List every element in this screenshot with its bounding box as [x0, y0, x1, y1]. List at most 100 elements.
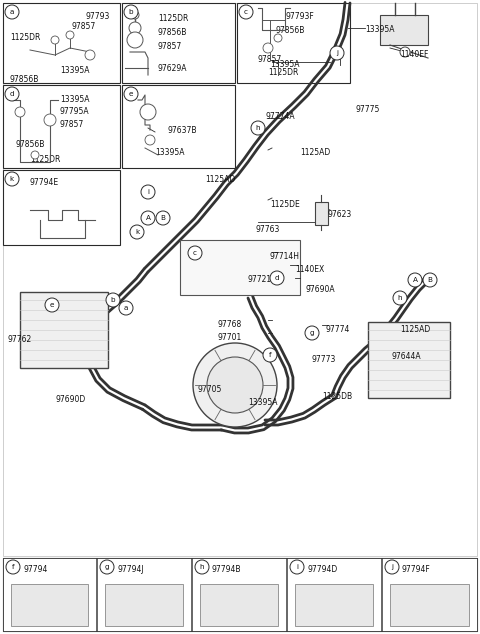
Text: 97793: 97793 — [85, 12, 109, 21]
Text: 1140EF: 1140EF — [400, 50, 428, 59]
Text: 97773: 97773 — [312, 355, 336, 364]
Bar — [11, 583, 88, 626]
Text: 97856B: 97856B — [15, 140, 44, 149]
Text: 97774A: 97774A — [265, 112, 295, 121]
Circle shape — [193, 343, 277, 427]
Circle shape — [131, 11, 139, 19]
Text: h: h — [256, 125, 260, 131]
Bar — [380, 15, 428, 45]
Text: d: d — [10, 91, 14, 97]
Text: b: b — [129, 9, 133, 15]
Text: 1125DR: 1125DR — [158, 14, 188, 23]
Text: 13395A: 13395A — [365, 25, 395, 34]
Circle shape — [305, 326, 319, 340]
Text: 97762: 97762 — [8, 335, 32, 344]
Bar — [3, 558, 96, 631]
Circle shape — [6, 560, 20, 574]
Text: f: f — [269, 352, 271, 358]
Circle shape — [45, 298, 59, 312]
Text: 97644A: 97644A — [392, 352, 421, 361]
Circle shape — [51, 36, 59, 44]
Text: 1125DR: 1125DR — [30, 155, 60, 164]
Bar — [295, 583, 373, 626]
Text: 1140EX: 1140EX — [295, 265, 324, 274]
Text: c: c — [193, 250, 197, 256]
Text: B: B — [160, 215, 166, 221]
Text: 97714H: 97714H — [270, 252, 300, 261]
Circle shape — [239, 5, 253, 19]
Circle shape — [130, 225, 144, 239]
Text: 97794E: 97794E — [30, 178, 59, 187]
Circle shape — [31, 151, 39, 159]
Text: 1125DR: 1125DR — [10, 33, 40, 42]
Circle shape — [263, 348, 277, 362]
Text: A: A — [145, 215, 151, 221]
Circle shape — [15, 107, 25, 117]
Circle shape — [5, 87, 19, 101]
Text: 13395A: 13395A — [60, 66, 89, 75]
Circle shape — [393, 291, 407, 305]
Text: B: B — [428, 277, 432, 283]
Circle shape — [124, 87, 138, 101]
Text: 97701: 97701 — [218, 333, 242, 342]
Text: 97768: 97768 — [218, 320, 242, 329]
Bar — [3, 3, 120, 83]
Text: 97774: 97774 — [325, 325, 349, 334]
Bar — [122, 85, 235, 168]
Text: 1125DB: 1125DB — [322, 392, 352, 401]
Text: 97705: 97705 — [198, 385, 222, 394]
Text: 97793F: 97793F — [285, 12, 314, 21]
Circle shape — [270, 271, 284, 285]
Bar — [192, 558, 286, 631]
Text: 97794F: 97794F — [402, 565, 431, 574]
Text: 97856B: 97856B — [275, 26, 304, 35]
Text: 13395A: 13395A — [270, 60, 300, 69]
Text: 13395A: 13395A — [60, 95, 89, 104]
Text: 1125AD: 1125AD — [400, 325, 430, 334]
Text: e: e — [129, 91, 133, 97]
Text: 1125DR: 1125DR — [268, 68, 299, 77]
Circle shape — [195, 560, 209, 574]
Circle shape — [408, 273, 422, 287]
Text: 97721B: 97721B — [247, 275, 276, 284]
Circle shape — [400, 47, 410, 57]
Bar — [390, 583, 469, 626]
Circle shape — [290, 560, 304, 574]
Circle shape — [66, 31, 74, 39]
Text: 1125DE: 1125DE — [270, 200, 300, 209]
Text: g: g — [310, 330, 314, 336]
Circle shape — [140, 104, 156, 120]
Circle shape — [207, 357, 263, 413]
Bar — [200, 583, 278, 626]
Text: 97857: 97857 — [258, 55, 282, 64]
Text: a: a — [124, 305, 128, 311]
Text: 97794: 97794 — [23, 565, 48, 574]
Text: 97763: 97763 — [255, 225, 279, 234]
Bar — [20, 292, 108, 368]
Text: i: i — [147, 189, 149, 195]
Circle shape — [423, 273, 437, 287]
Text: 97794D: 97794D — [307, 565, 337, 574]
Text: 97795A: 97795A — [60, 107, 90, 116]
Circle shape — [124, 5, 138, 19]
Circle shape — [145, 135, 155, 145]
Text: j: j — [391, 564, 393, 570]
Text: 97856B: 97856B — [158, 28, 187, 37]
Text: 97857: 97857 — [158, 42, 182, 51]
Circle shape — [274, 34, 282, 42]
Bar — [3, 170, 120, 245]
Text: 97623: 97623 — [328, 210, 352, 219]
Text: 1125AD: 1125AD — [300, 148, 330, 157]
Circle shape — [85, 50, 95, 60]
Text: b: b — [111, 297, 115, 303]
Text: 97690A: 97690A — [305, 285, 335, 294]
Bar — [287, 558, 381, 631]
Text: 1125AD: 1125AD — [205, 175, 235, 184]
Circle shape — [129, 22, 141, 34]
Circle shape — [251, 121, 265, 135]
Text: i: i — [296, 564, 298, 570]
Circle shape — [127, 32, 143, 48]
Text: h: h — [200, 564, 204, 570]
Text: 13395A: 13395A — [248, 398, 277, 407]
Text: j: j — [336, 50, 338, 56]
